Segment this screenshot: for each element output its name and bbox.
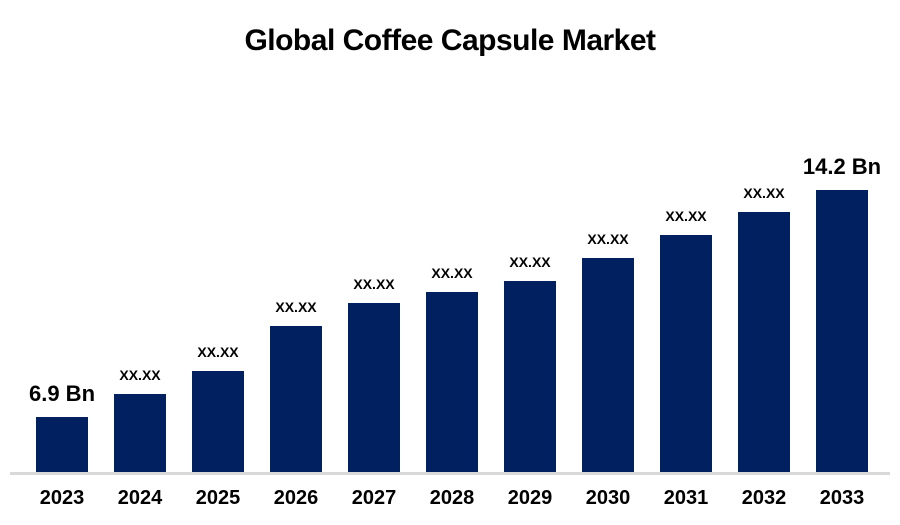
bar-2033	[816, 190, 868, 472]
bar-value-label-2027: XX.XX	[353, 275, 395, 292]
bar-value-label-2023: 6.9 Bn	[28, 380, 96, 406]
bar-2030	[582, 258, 634, 472]
x-axis-tick-label-2024: 2024	[117, 487, 163, 509]
bar-value-label-2029: XX.XX	[509, 253, 551, 270]
bar-value-label-2026: XX.XX	[275, 298, 317, 315]
bar-2025	[192, 371, 244, 472]
bar-value-label-2032: XX.XX	[743, 184, 785, 201]
x-axis-tick-label-2027: 2027	[351, 487, 397, 509]
bar-value-label-2033: 14.2 Bn	[802, 153, 882, 179]
x-axis-line	[10, 472, 890, 475]
bar-2029	[504, 281, 556, 472]
bar-value-label-2028: XX.XX	[431, 264, 473, 281]
bar-value-label-2024: XX.XX	[119, 366, 161, 383]
bar-2032	[738, 212, 790, 472]
bar-value-label-2025: XX.XX	[197, 343, 239, 360]
x-axis-tick-label-2023: 2023	[39, 487, 85, 509]
bar-2026	[270, 326, 322, 472]
bar-2027	[348, 303, 400, 472]
bar-value-label-2030: XX.XX	[587, 230, 629, 247]
x-axis-tick-label-2032: 2032	[741, 487, 787, 509]
x-axis-tick-label-2030: 2030	[585, 487, 631, 509]
x-axis-tick-label-2029: 2029	[507, 487, 553, 509]
bar-2031	[660, 235, 712, 472]
chart-title: Global Coffee Capsule Market	[244, 24, 656, 57]
x-axis-tick-label-2033: 2033	[819, 487, 865, 509]
x-axis-tick-label-2026: 2026	[273, 487, 319, 509]
bar-value-label-2031: XX.XX	[665, 207, 707, 224]
bar-2028	[426, 292, 478, 472]
x-axis-tick-label-2025: 2025	[195, 487, 241, 509]
x-axis-tick-label-2028: 2028	[429, 487, 475, 509]
bar-2024	[114, 394, 166, 472]
bar-2023	[36, 417, 88, 472]
x-axis-tick-label-2031: 2031	[663, 487, 709, 509]
